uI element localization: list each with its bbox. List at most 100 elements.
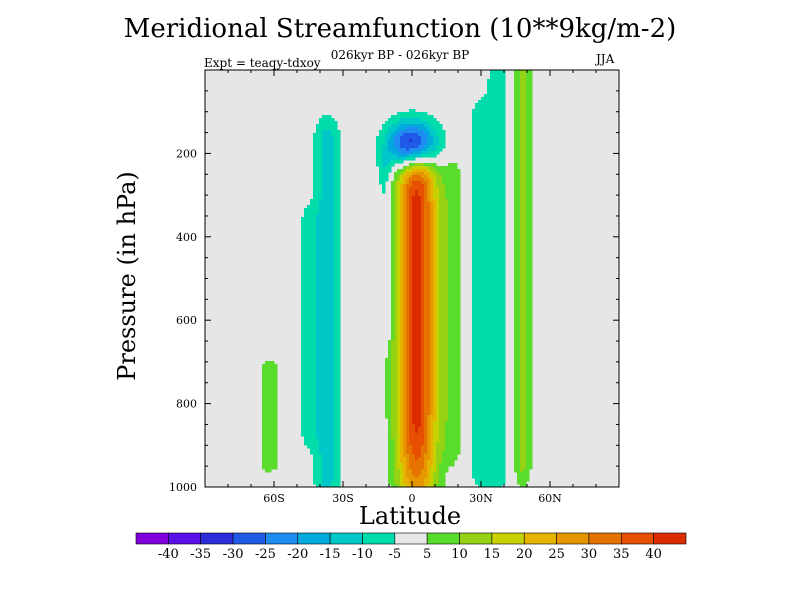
contour-cell — [328, 310, 332, 314]
contour-cell — [418, 223, 422, 227]
contour-cell — [268, 379, 272, 383]
contour-cell — [439, 478, 443, 482]
contour-cell — [391, 208, 395, 212]
contour-cell — [379, 163, 383, 167]
contour-cell — [418, 172, 422, 176]
contour-cell — [424, 196, 428, 200]
contour-cell — [448, 376, 452, 380]
contour-cell — [412, 397, 416, 401]
contour-cell — [331, 142, 335, 146]
contour-cell — [301, 232, 305, 236]
contour-cell — [445, 445, 449, 449]
contour-cell — [313, 478, 317, 482]
contour-cell — [328, 181, 332, 185]
contour-cell — [451, 322, 455, 326]
contour-cell — [445, 343, 449, 347]
contour-cell — [421, 307, 425, 311]
contour-cell — [307, 259, 311, 263]
contour-cell — [430, 115, 434, 119]
contour-cell — [448, 382, 452, 386]
contour-cell — [436, 274, 440, 278]
contour-cell — [451, 280, 455, 284]
contour-cell — [310, 394, 314, 398]
contour-cell — [424, 409, 428, 413]
contour-cell — [331, 451, 335, 455]
contour-cell — [457, 295, 461, 299]
contour-cell — [316, 211, 320, 215]
contour-cell — [439, 346, 443, 350]
contour-cell — [448, 310, 452, 314]
contour-cell — [328, 391, 332, 395]
contour-cell — [319, 145, 323, 149]
contour-cell — [478, 106, 482, 110]
contour-cell — [448, 334, 452, 338]
contour-cell — [319, 289, 323, 293]
contour-cell — [316, 457, 320, 461]
contour-cell — [433, 283, 437, 287]
contour-cell — [322, 136, 326, 140]
contour-cell — [481, 217, 485, 221]
contour-cell — [427, 337, 431, 341]
contour-cell — [409, 190, 413, 194]
contour-cell — [436, 463, 440, 467]
contour-cell — [412, 217, 416, 221]
contour-cell — [310, 304, 314, 308]
contour-cell — [412, 169, 416, 173]
contour-cell — [475, 307, 479, 311]
contour-cell — [424, 457, 428, 461]
contour-cell — [265, 424, 269, 428]
contour-cell — [439, 418, 443, 422]
contour-cell — [436, 409, 440, 413]
contour-cell — [316, 334, 320, 338]
contour-cell — [457, 196, 461, 200]
contour-cell — [427, 442, 431, 446]
contour-cell — [481, 481, 485, 485]
contour-cell — [397, 286, 401, 290]
contour-cell — [400, 433, 404, 437]
contour-cell — [322, 394, 326, 398]
contour-cell — [406, 178, 410, 182]
contour-cell — [328, 301, 332, 305]
contour-cell — [436, 193, 440, 197]
contour-cell — [436, 478, 440, 482]
contour-cell — [436, 250, 440, 254]
contour-cell — [424, 319, 428, 323]
contour-cell — [322, 364, 326, 368]
contour-cell — [409, 442, 413, 446]
contour-cell — [430, 484, 434, 488]
contour-cell — [388, 349, 392, 353]
contour-cell — [319, 304, 323, 308]
contour-cell — [439, 142, 443, 146]
contour-cell — [412, 406, 416, 410]
contour-cell — [388, 409, 392, 413]
contour-cell — [433, 121, 437, 125]
contour-cell — [445, 271, 449, 275]
contour-cell — [424, 235, 428, 239]
contour-cell — [328, 475, 332, 479]
contour-cell — [448, 457, 452, 461]
contour-cell — [445, 241, 449, 245]
contour-cell — [415, 232, 419, 236]
contour-cell — [421, 133, 425, 137]
contour-cell — [457, 241, 461, 245]
contour-cell — [415, 427, 419, 431]
contour-cell — [442, 349, 446, 353]
contour-cell — [409, 484, 413, 488]
contour-cell — [265, 412, 269, 416]
contour-cell — [400, 247, 404, 251]
contour-cell — [301, 337, 305, 341]
contour-cell — [478, 178, 482, 182]
contour-cell — [322, 385, 326, 389]
contour-cell — [415, 373, 419, 377]
contour-cell — [430, 238, 434, 242]
contour-cell — [415, 433, 419, 437]
contour-cell — [391, 277, 395, 281]
contour-cell — [376, 154, 380, 158]
contour-cell — [409, 124, 413, 128]
contour-cell — [436, 262, 440, 266]
contour-cell — [403, 115, 407, 119]
contour-cell — [433, 424, 437, 428]
contour-cell — [415, 325, 419, 329]
contour-cell — [430, 268, 434, 272]
contour-cell — [475, 178, 479, 182]
